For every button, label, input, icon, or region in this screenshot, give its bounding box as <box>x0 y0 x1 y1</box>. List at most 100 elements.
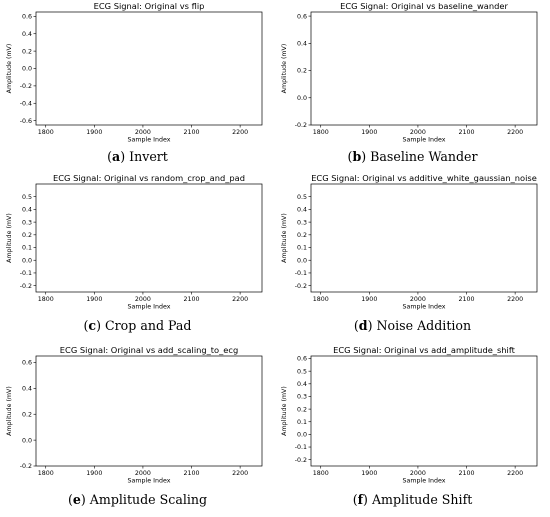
y-tick-label: 0.0 <box>297 432 307 439</box>
y-tick-label: 0.1 <box>297 419 307 426</box>
y-tick-label: -0.4 <box>20 100 32 107</box>
x-tick-label: 1800 <box>38 296 54 303</box>
plot-frame <box>310 11 538 126</box>
chart-title: ECG Signal: Original vs additive_white_g… <box>311 173 537 183</box>
y-tick-label: 0.1 <box>297 245 307 252</box>
x-tick-label: 2000 <box>410 129 426 136</box>
chart-svg: ECG Signal: Original vs add_scaling_to_e… <box>6 345 263 485</box>
chart-panel-b: ECG Signal: Original vs baseline_wander 1… <box>275 0 550 145</box>
caption-letter: d <box>358 318 368 333</box>
y-tick-label: 0.2 <box>297 406 307 413</box>
x-tick-label: 1900 <box>86 129 102 136</box>
y-tick-label: 0.6 <box>297 13 307 20</box>
y-tick-label: -0.1 <box>295 270 307 277</box>
chart-panel-a: ECG Signal: Original vs flip 1800 1900 2000… <box>0 0 275 145</box>
x-tick-label: 2000 <box>135 129 151 136</box>
x-axis-label: Sample Index <box>128 304 171 311</box>
y-tick-label: 0.1 <box>22 245 32 252</box>
y-tick-label: -0.2 <box>20 83 32 90</box>
y-tick-label: 0.4 <box>297 381 307 388</box>
y-tick-label: 0.0 <box>22 437 32 444</box>
chart-title: ECG Signal: Original vs random_crop_and_… <box>53 173 245 183</box>
caption-b: (b) Baseline Wander <box>347 149 478 164</box>
plot-frame <box>310 355 538 467</box>
caption-letter: a <box>112 149 121 164</box>
x-tick-label: 2000 <box>410 296 426 303</box>
y-tick-label: 0.4 <box>297 41 307 48</box>
caption-a: (a) Invert <box>107 149 168 164</box>
caption-e: (e) Amplitude Scaling <box>67 492 208 507</box>
x-tick-label: 1800 <box>38 129 54 136</box>
x-tick-label: 2000 <box>410 470 426 477</box>
chart-title: ECG Signal: Original vs add_amplitude_sh… <box>333 345 515 355</box>
x-tick-label: 2200 <box>232 129 248 136</box>
chart-title: ECG Signal: Original vs add_scaling_to_e… <box>60 345 238 355</box>
plot-frame <box>310 183 538 293</box>
chart-panel-c: ECG Signal: Original vs random_crop_and_… <box>0 172 275 312</box>
y-tick-label: 0.3 <box>297 219 307 226</box>
y-tick-label: 0.6 <box>22 14 32 21</box>
plot-frame <box>35 355 263 467</box>
chart-panel-e: ECG Signal: Original vs add_scaling_to_e… <box>0 344 275 486</box>
x-axis-label: Sample Index <box>128 478 171 485</box>
x-tick-label: 2100 <box>459 129 475 136</box>
y-tick-label: -0.1 <box>20 270 32 277</box>
caption-letter: b <box>352 149 362 164</box>
x-tick-label: 2100 <box>184 129 200 136</box>
y-tick-label: 0.5 <box>22 194 32 201</box>
x-axis-label: Sample Index <box>403 478 446 485</box>
y-tick-label: 0.5 <box>297 194 307 201</box>
caption-c: (c) Crop and Pad <box>83 318 192 333</box>
x-tick-label: 2100 <box>459 470 475 477</box>
caption-text: Crop and Pad <box>105 318 192 333</box>
y-tick-label: -0.6 <box>20 118 32 125</box>
x-tick-label: 2200 <box>232 470 248 477</box>
y-tick-label: -0.1 <box>295 444 307 451</box>
x-tick-label: 1900 <box>361 296 377 303</box>
x-axis-label: Sample Index <box>403 137 446 144</box>
y-tick-label: -0.2 <box>20 463 32 470</box>
y-tick-label: 0.0 <box>297 257 307 264</box>
y-tick-label: -0.2 <box>295 457 307 464</box>
y-tick-label: 0.6 <box>297 356 307 363</box>
y-axis-label: Amplitude (mV) <box>281 386 288 436</box>
x-tick-label: 1800 <box>38 470 54 477</box>
x-tick-label: 2200 <box>507 129 523 136</box>
y-tick-label: 0.2 <box>22 232 32 239</box>
caption-letter: e <box>72 492 81 507</box>
x-tick-label: 1900 <box>86 296 102 303</box>
y-tick-label: 0.0 <box>22 66 32 73</box>
y-tick-label: 0.2 <box>22 48 32 55</box>
y-axis-label: Amplitude (mV) <box>6 213 13 263</box>
y-tick-label: 0.3 <box>22 219 32 226</box>
x-axis-label: Sample Index <box>128 137 171 144</box>
y-tick-label: 0.2 <box>22 411 32 418</box>
y-tick-label: 0.4 <box>22 386 32 393</box>
x-tick-label: 2000 <box>135 470 151 477</box>
y-axis-label: Amplitude (mV) <box>281 213 288 263</box>
y-tick-label: 0.0 <box>297 95 307 102</box>
caption-text: Baseline Wander <box>370 149 478 164</box>
plot-frame <box>35 11 263 126</box>
chart-title: ECG Signal: Original vs flip <box>94 1 205 11</box>
y-tick-label: 0.4 <box>297 207 307 214</box>
y-tick-label: 0.4 <box>22 207 32 214</box>
x-tick-label: 1900 <box>86 470 102 477</box>
chart-svg: ECG Signal: Original vs add_amplitude_sh… <box>281 345 538 485</box>
y-tick-label: 0.0 <box>22 257 32 264</box>
chart-panel-f: ECG Signal: Original vs add_amplitude_sh… <box>275 344 550 486</box>
y-tick-label: 0.2 <box>297 68 307 75</box>
y-tick-label: 0.4 <box>22 31 32 38</box>
caption-letter: f <box>357 492 364 507</box>
y-axis-label: Amplitude (mV) <box>6 386 13 436</box>
y-tick-label: 0.6 <box>22 360 32 367</box>
chart-svg: ECG Signal: Original vs baseline_wander 1… <box>281 1 538 144</box>
chart-panel-d: ECG Signal: Original vs additive_white_g… <box>275 172 550 312</box>
x-tick-label: 1900 <box>361 470 377 477</box>
x-tick-label: 1800 <box>313 296 329 303</box>
y-tick-label: -0.2 <box>295 122 307 129</box>
caption-text: Amplitude Shift <box>371 492 473 507</box>
x-tick-label: 2200 <box>507 470 523 477</box>
caption-f: (f) Amplitude Shift <box>352 492 473 507</box>
y-tick-label: 0.3 <box>297 394 307 401</box>
